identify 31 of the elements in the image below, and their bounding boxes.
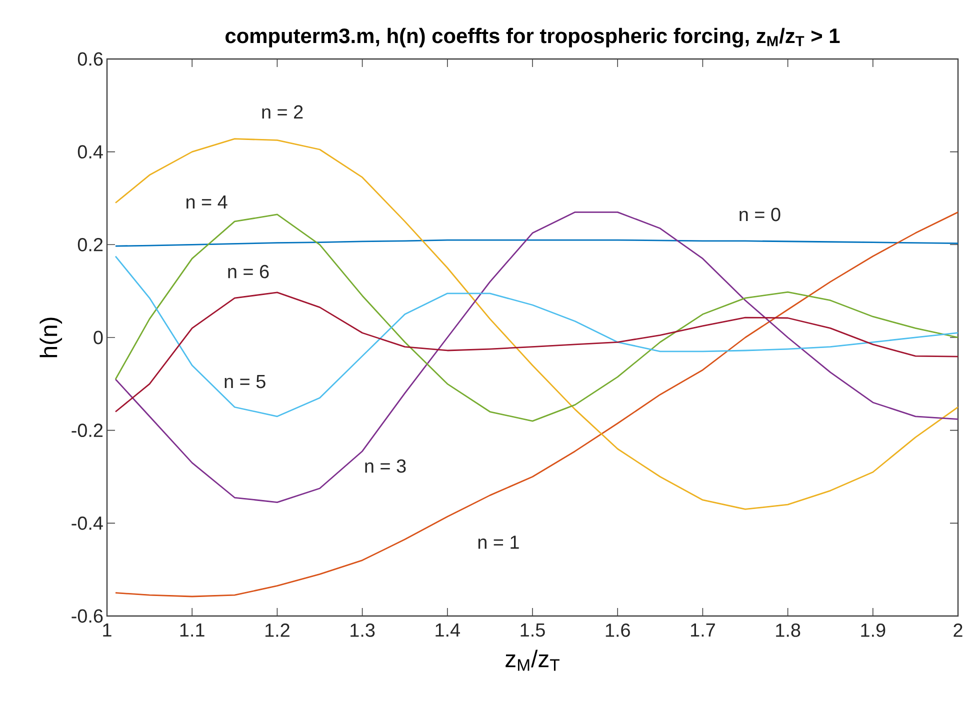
- y-tick-label: 0.6: [78, 52, 103, 66]
- y-tick-label: -0.6: [72, 609, 103, 623]
- x-tick-label: 1.8: [776, 624, 800, 637]
- x-axis-title: z$_{M}$/z$_{T}$: [506, 650, 560, 671]
- series-label: n = 1: [478, 536, 519, 549]
- x-tick-label: 1.7: [690, 624, 715, 637]
- y-tick-label: 0.2: [78, 238, 103, 252]
- series-label: n = 6: [228, 264, 269, 278]
- x-tick-label: 2: [954, 624, 962, 637]
- x-tick-label: 1.2: [265, 624, 290, 637]
- y-tick-label: 0: [94, 330, 103, 344]
- y-tick-label: 0.4: [78, 145, 103, 159]
- line-series: [114, 292, 958, 412]
- series-label: n = 4: [186, 195, 228, 208]
- x-tick-label: 1.9: [861, 624, 886, 637]
- series-label: n = 5: [224, 374, 266, 388]
- line-series: [114, 138, 958, 510]
- x-tick-label: 1.4: [436, 624, 460, 637]
- series-label: n = 2: [262, 105, 303, 119]
- y-tick-label: -0.4: [72, 516, 103, 530]
- series-label: n = 3: [365, 459, 406, 473]
- y-tick-label: -0.2: [72, 424, 103, 438]
- series-label: n = 0: [740, 208, 780, 222]
- chart-title: computerm3.m, h(n) coeffts for tropospheric forcing, z$_{M}$/z$_{T}$ > 1: [226, 28, 840, 48]
- x-tick-label: 1: [103, 624, 112, 637]
- y-axis-title: h(n): [40, 318, 62, 358]
- x-tick-label: 1.6: [606, 624, 630, 637]
- x-tick-label: 1.3: [350, 624, 375, 637]
- x-tick-label: 1.5: [520, 624, 545, 637]
- line-series: [114, 256, 958, 418]
- x-tick-label: 1.1: [180, 624, 204, 637]
